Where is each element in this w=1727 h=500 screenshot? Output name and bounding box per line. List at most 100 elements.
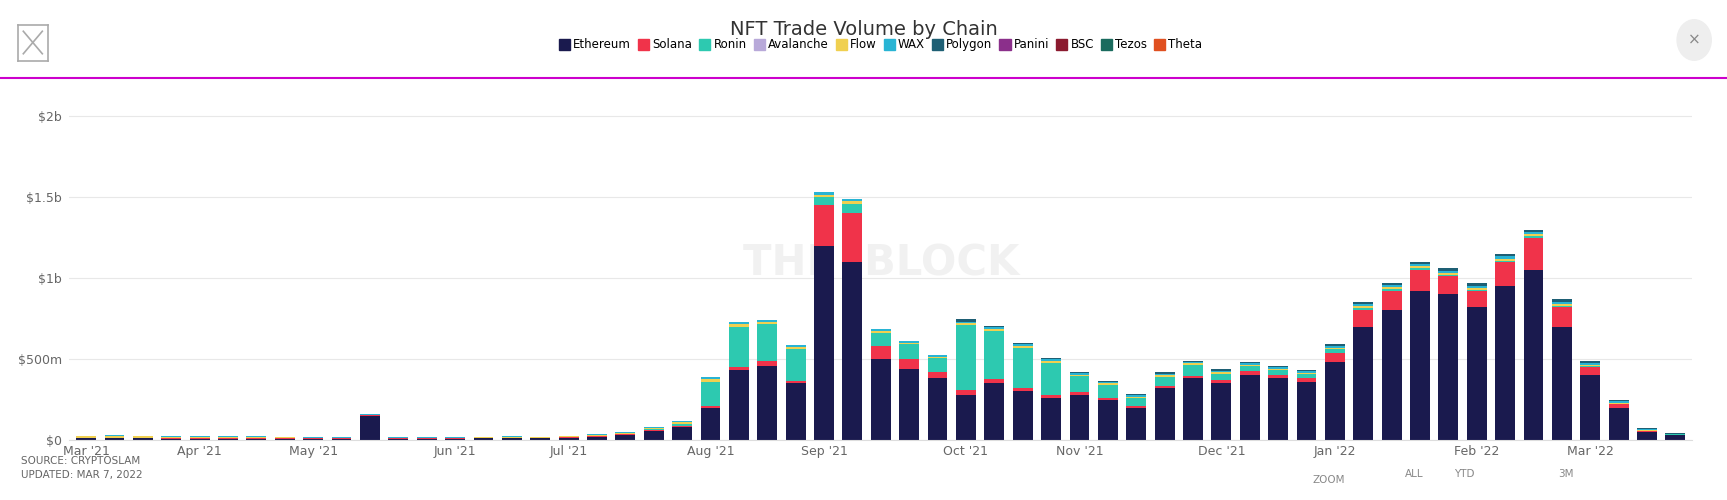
- Bar: [218, 438, 238, 440]
- Bar: [672, 420, 693, 422]
- Bar: [1012, 348, 1033, 388]
- Bar: [133, 438, 152, 440]
- Bar: [558, 436, 579, 437]
- Bar: [1069, 376, 1090, 392]
- Bar: [1409, 291, 1430, 440]
- Bar: [758, 322, 777, 324]
- Bar: [1466, 286, 1487, 288]
- Bar: [957, 394, 976, 440]
- Bar: [1580, 364, 1601, 366]
- Bar: [870, 359, 891, 440]
- Bar: [1069, 394, 1090, 440]
- Bar: [1155, 372, 1174, 374]
- Bar: [1553, 306, 1572, 307]
- Bar: [389, 438, 408, 440]
- Bar: [729, 370, 750, 440]
- Bar: [1268, 367, 1288, 369]
- Bar: [1211, 374, 1231, 380]
- Bar: [786, 346, 805, 348]
- Bar: [644, 431, 663, 440]
- Bar: [1211, 370, 1231, 372]
- Bar: [1325, 362, 1345, 440]
- Bar: [900, 369, 919, 440]
- Bar: [1126, 406, 1147, 407]
- Bar: [813, 194, 834, 197]
- Bar: [870, 333, 891, 346]
- Bar: [758, 320, 777, 322]
- Bar: [1354, 308, 1373, 310]
- Bar: [1354, 326, 1373, 440]
- Bar: [1610, 402, 1629, 404]
- Bar: [473, 437, 494, 438]
- Bar: [957, 322, 976, 324]
- Bar: [984, 329, 1003, 330]
- Bar: [1240, 365, 1259, 366]
- Bar: [1580, 367, 1601, 375]
- Bar: [957, 325, 976, 390]
- Bar: [1354, 306, 1373, 308]
- Bar: [701, 380, 720, 382]
- Bar: [1268, 375, 1288, 378]
- Bar: [957, 390, 976, 394]
- Bar: [644, 428, 663, 430]
- Bar: [701, 382, 720, 406]
- Bar: [843, 204, 862, 214]
- Bar: [247, 436, 266, 437]
- Bar: [644, 430, 663, 431]
- Bar: [1069, 392, 1090, 394]
- Bar: [984, 330, 1003, 380]
- Bar: [359, 416, 380, 440]
- Bar: [729, 324, 750, 326]
- Bar: [1496, 256, 1515, 258]
- Bar: [1297, 374, 1316, 378]
- Bar: [1354, 310, 1373, 326]
- Bar: [672, 422, 693, 424]
- Bar: [133, 436, 152, 438]
- Circle shape: [1677, 20, 1711, 60]
- Bar: [503, 437, 522, 438]
- Bar: [1496, 260, 1515, 262]
- Bar: [1155, 375, 1174, 376]
- Bar: [957, 324, 976, 325]
- Bar: [1439, 275, 1458, 276]
- Bar: [900, 342, 919, 344]
- Bar: [1523, 234, 1544, 236]
- Bar: [1553, 302, 1572, 304]
- Bar: [1439, 276, 1458, 294]
- Bar: [1012, 388, 1033, 392]
- Bar: [813, 192, 834, 194]
- Bar: [843, 199, 862, 201]
- Bar: [1610, 408, 1629, 440]
- Bar: [1041, 358, 1060, 360]
- Bar: [1126, 394, 1147, 396]
- Bar: [1155, 388, 1174, 440]
- Bar: [359, 414, 380, 416]
- Bar: [530, 437, 551, 438]
- Bar: [1496, 254, 1515, 256]
- Bar: [1126, 408, 1147, 440]
- Bar: [76, 438, 97, 440]
- Bar: [701, 406, 720, 407]
- Bar: [813, 246, 834, 440]
- Bar: [1439, 294, 1458, 440]
- Bar: [161, 438, 181, 440]
- Bar: [984, 380, 1003, 384]
- Bar: [1466, 307, 1487, 440]
- Bar: [615, 435, 636, 440]
- Bar: [1126, 398, 1147, 406]
- Bar: [1126, 396, 1147, 398]
- Bar: [1268, 369, 1288, 370]
- Bar: [275, 438, 295, 440]
- Bar: [1409, 268, 1430, 270]
- Bar: [1354, 302, 1373, 304]
- Bar: [1325, 344, 1345, 346]
- Bar: [304, 438, 323, 440]
- Bar: [1041, 395, 1060, 398]
- Bar: [218, 437, 238, 438]
- Bar: [927, 355, 948, 356]
- Bar: [1297, 373, 1316, 374]
- Bar: [1439, 273, 1458, 275]
- Bar: [1098, 400, 1117, 440]
- Bar: [1409, 270, 1430, 291]
- Bar: [1439, 270, 1458, 273]
